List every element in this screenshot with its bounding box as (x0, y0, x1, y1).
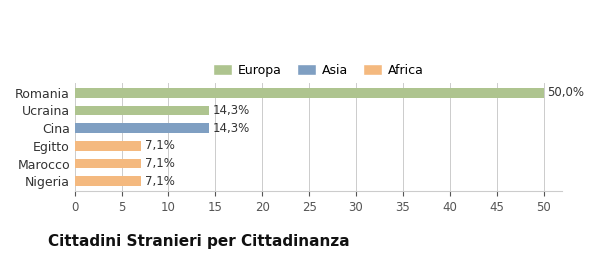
Bar (75, 123, 209, 133)
Legend: Europa, Asia, Africa: Europa, Asia, Africa (208, 59, 429, 82)
Bar (75, 88, 544, 98)
Text: 7,1%: 7,1% (145, 175, 175, 188)
Text: 7,1%: 7,1% (145, 157, 175, 170)
Text: 50,0%: 50,0% (547, 86, 584, 99)
Bar (75, 141, 142, 151)
Text: 7,1%: 7,1% (145, 139, 175, 152)
Bar (75, 106, 209, 115)
Bar (75, 177, 142, 186)
Bar (75, 159, 142, 168)
Text: 14,3%: 14,3% (212, 104, 250, 117)
Text: Cittadini Stranieri per Cittadinanza: Cittadini Stranieri per Cittadinanza (48, 234, 350, 249)
Text: 14,3%: 14,3% (212, 122, 250, 135)
